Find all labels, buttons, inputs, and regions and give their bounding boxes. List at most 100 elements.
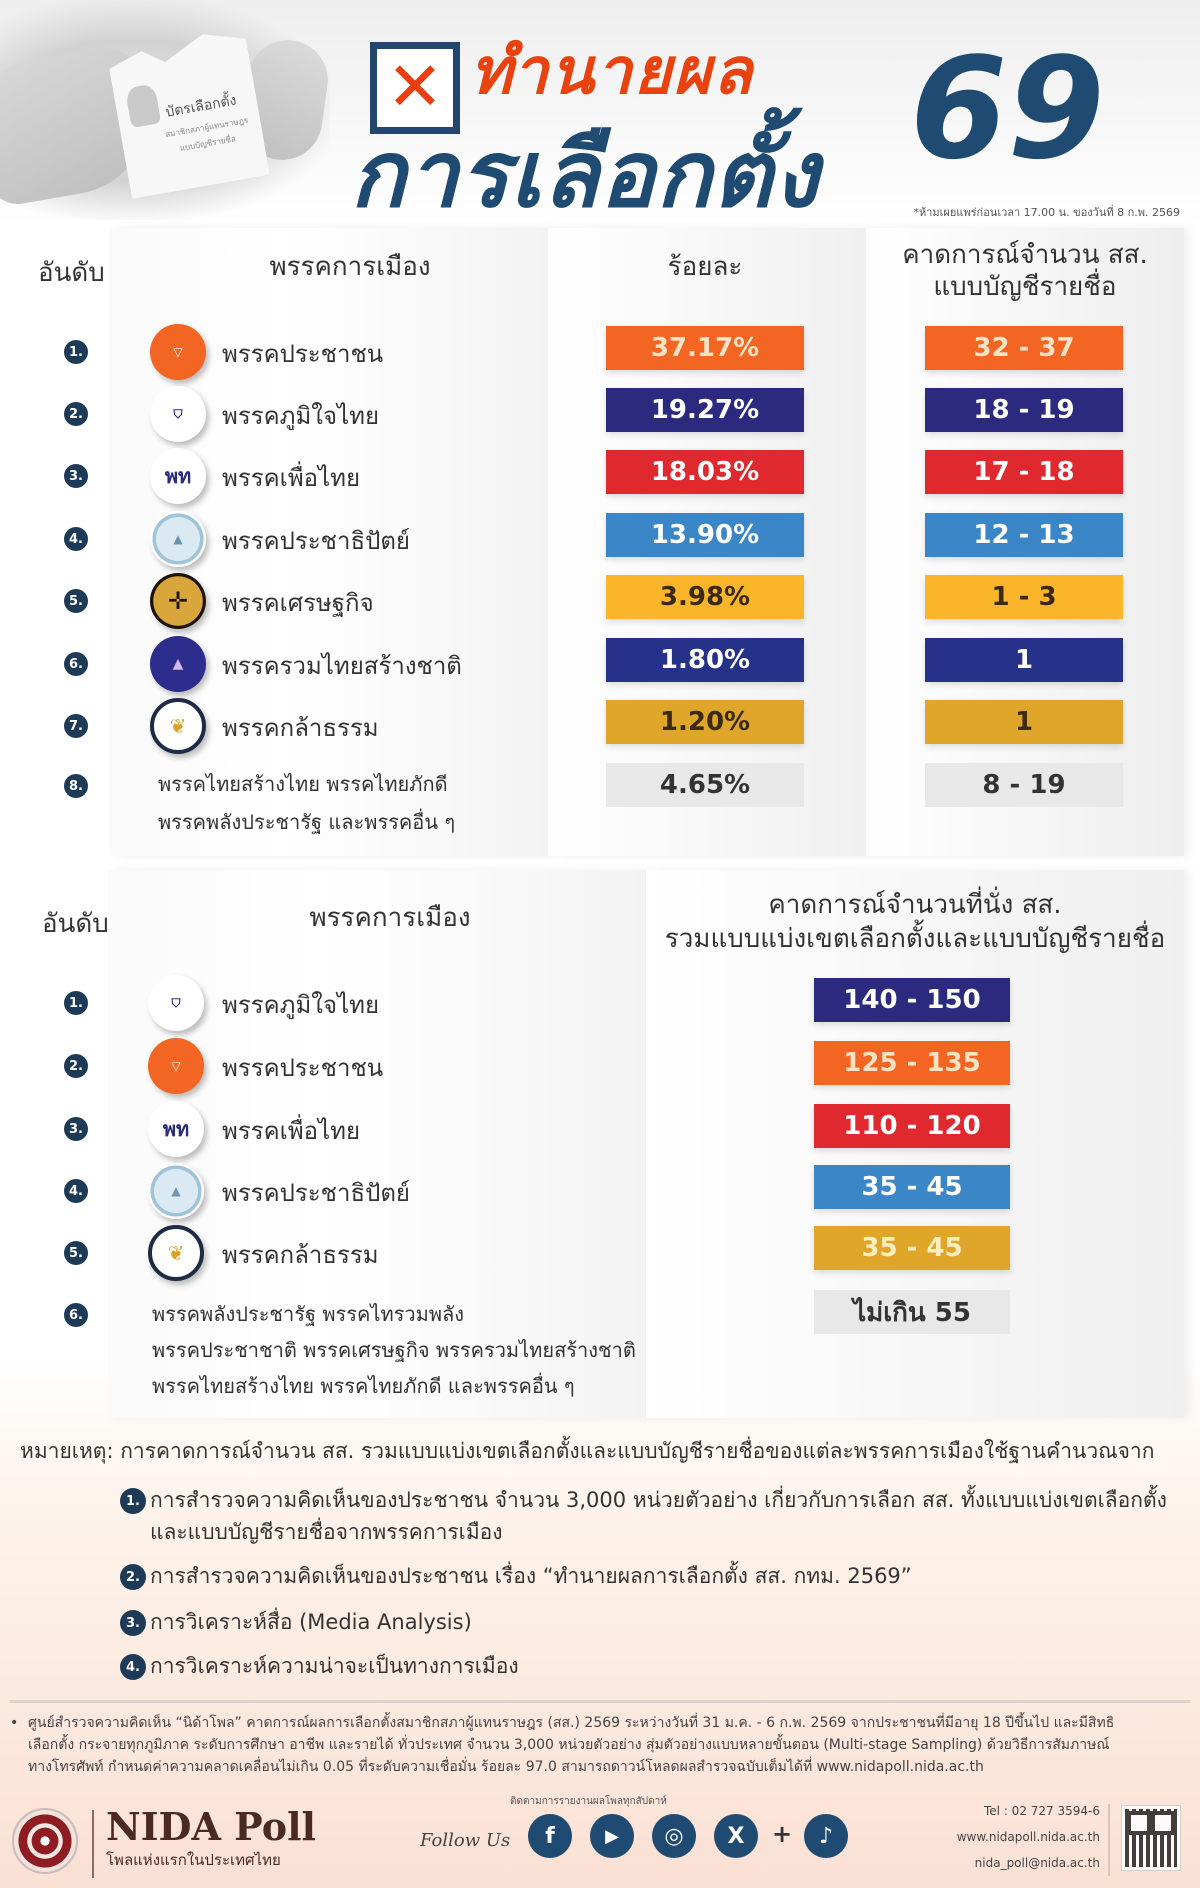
- brand-name: NIDA Poll: [106, 1804, 316, 1849]
- party-name: พรรครวมไทยสร้างชาติ: [222, 652, 462, 680]
- note-text: การสำรวจความคิดเห็นของประชาชน เรื่อง “ทำ…: [150, 1564, 912, 1588]
- rank-badge: 4.: [64, 1179, 88, 1203]
- rank-badge: 5.: [64, 589, 88, 613]
- seats-bar: 110 - 120: [814, 1104, 1010, 1148]
- note-number-badge: 4.: [120, 1654, 146, 1680]
- methodology-line: ศูนย์สำรวจความคิดเห็น “นิด้าโพล” คาดการณ…: [28, 1715, 1115, 1731]
- brand-tagline: โพลแห่งแรกในประเทศไทย: [106, 1851, 281, 1869]
- party-name: พรรคเพื่อไทย: [222, 464, 361, 492]
- seats-header-line2: แบบบัญชีรายชื่อ: [933, 272, 1117, 302]
- methodology-line: ทางโทรศัพท์ กำหนดค่าความคลาดเคลื่อนไม่เก…: [28, 1759, 984, 1775]
- phone-number: Tel : 02 727 3594-6: [984, 1804, 1100, 1818]
- note-item: 2. การสำรวจความคิดเห็นของประชาชน เรื่อง “…: [120, 1560, 912, 1593]
- ballot-paper-image: บัตรเลือกตั้ง สมาชิกสภาผู้แทนราษฎร แบบบั…: [106, 27, 270, 199]
- note-item: 1. การสำรวจความคิดเห็นของประชาชน จำนวน 3,…: [120, 1484, 1167, 1517]
- rank-badge: 7.: [64, 714, 88, 738]
- seats-bar: 17 - 18: [925, 450, 1123, 494]
- rank-badge: 4.: [64, 527, 88, 551]
- percent-bar: 13.90%: [606, 513, 804, 557]
- economic-party-logo-icon: ✛: [150, 573, 206, 629]
- follow-caption: ติดตามการรายงานผลโพลทุกสัปดาห์: [510, 1796, 667, 1807]
- rank-badge: 6.: [64, 1303, 88, 1327]
- percent-header: ร้อยละ: [667, 252, 743, 282]
- rank-badge: 8.: [64, 774, 88, 798]
- percent-bar: 18.03%: [606, 450, 804, 494]
- pheu-thai-logo-icon: พท: [148, 1101, 204, 1157]
- header: บัตรเลือกตั้ง สมาชิกสภาผู้แทนราษฎร แบบบั…: [0, 0, 1200, 228]
- seats-bar: 8 - 19: [925, 763, 1123, 807]
- x-icon[interactable]: X: [714, 1814, 758, 1858]
- kla-tham-logo-icon: ❦: [148, 1225, 204, 1281]
- plus-icon: +: [772, 1820, 793, 1848]
- ballot-illustration: บัตรเลือกตั้ง สมาชิกสภาผู้แทนราษฎร แบบบั…: [0, 0, 333, 220]
- seats-bar: 1: [925, 638, 1123, 682]
- website-link[interactable]: www.nidapoll.nida.ac.th: [956, 1830, 1100, 1844]
- seats-bar: 125 - 135: [814, 1041, 1010, 1085]
- party-header: พรรคการเมือง: [309, 903, 471, 933]
- percent-bar: 1.80%: [606, 638, 804, 682]
- rank-badge: 3.: [64, 464, 88, 488]
- other-parties-line: พรรคไทยสร้างไทย พรรคไทยภักดี: [158, 772, 448, 796]
- seats-bar: 32 - 37: [925, 326, 1123, 370]
- utn-logo-icon: ▲: [150, 636, 206, 692]
- seats-bar: 35 - 45: [814, 1226, 1010, 1270]
- note-text: การสำรวจความคิดเห็นของประชาชน จำนวน 3,00…: [150, 1488, 1167, 1512]
- kla-tham-logo-icon: ❦: [150, 698, 206, 754]
- percent-bar: 19.27%: [606, 388, 804, 432]
- rank-badge: 3.: [64, 1117, 88, 1141]
- divider: [1108, 1804, 1110, 1876]
- email-link[interactable]: nida_poll@nida.ac.th: [974, 1856, 1100, 1870]
- note-item: 3. การวิเคราะห์สื่อ (Media Analysis): [120, 1606, 472, 1639]
- seats-bar: ไม่เกิน 55: [814, 1290, 1010, 1334]
- note-number-badge: 1.: [120, 1488, 146, 1514]
- other-parties-line: พรรคพลังประชารัฐ พรรคไทรวมพลัง: [152, 1302, 465, 1326]
- rank-badge: 6.: [64, 652, 88, 676]
- rank-badge: 1.: [64, 340, 88, 364]
- people-party-logo-icon: ▽: [150, 324, 206, 380]
- garuda-crest-icon: [125, 83, 161, 128]
- page-title-line1: ทำนายผล: [470, 35, 755, 109]
- notes-heading: หมายเหตุ: การคาดการณ์จำนวน สส. รวมแบบแบ่…: [20, 1439, 1155, 1463]
- democrat-logo-icon: ▲: [150, 511, 206, 567]
- page-title-year: 69: [910, 28, 1105, 191]
- party-header: พรรคการเมือง: [269, 252, 431, 282]
- contact-info: Tel : 02 727 3594-6 www.nidapoll.nida.ac…: [957, 1798, 1100, 1876]
- x-mark-icon: ✕: [386, 48, 444, 127]
- party-name: พรรคเพื่อไทย: [222, 1117, 361, 1145]
- youtube-icon[interactable]: ▶: [590, 1814, 634, 1858]
- footer: NIDA Poll โพลแห่งแรกในประเทศไทย ติดตามกา…: [0, 1790, 1200, 1888]
- facebook-icon[interactable]: f: [528, 1814, 572, 1858]
- party-name: พรรคเศรษฐกิจ: [222, 589, 374, 617]
- rank-header: อันดับ: [42, 909, 109, 939]
- methodology-line: เลือกตั้ง กระจายทุกภูมิภาค ระดับการศึกษา…: [28, 1737, 1110, 1753]
- party-name: พรรคภูมิใจไทย: [222, 991, 380, 1019]
- page-title-line2: การเลือกตั้ง: [350, 121, 820, 228]
- party-name: พรรคภูมิใจไทย: [222, 402, 380, 430]
- other-parties-line: พรรคไทยสร้างไทย พรรคไทยภักดี และพรรคอื่น…: [152, 1374, 575, 1398]
- percent-bar: 37.17%: [606, 326, 804, 370]
- other-parties-line: พรรคพลังประชารัฐ และพรรคอื่น ๆ: [158, 810, 456, 834]
- instagram-icon[interactable]: ◎: [652, 1814, 696, 1858]
- qr-code-icon[interactable]: [1121, 1805, 1181, 1871]
- seats-bar: 1: [925, 700, 1123, 744]
- notes-section: หมายเหตุ: การคาดการณ์จำนวน สส. รวมแบบแบ่…: [20, 1435, 1180, 1468]
- note-text: การวิเคราะห์สื่อ (Media Analysis): [150, 1610, 472, 1634]
- rank-badge: 2.: [64, 1054, 88, 1078]
- note-text: การวิเคราะห์ความน่าจะเป็นทางการเมือง: [150, 1654, 519, 1678]
- tiktok-icon[interactable]: ♪: [804, 1814, 848, 1858]
- percent-bar: 1.20%: [606, 700, 804, 744]
- note-number-badge: 2.: [120, 1564, 146, 1590]
- seats-header-line1: คาดการณ์จำนวนที่นั่ง สส.: [768, 890, 1062, 920]
- nida-seal-logo: [12, 1808, 78, 1874]
- methodology-text: • ศูนย์สำรวจความคิดเห็น “นิด้าโพล” คาดกา…: [10, 1712, 1190, 1778]
- party-name: พรรคกล้าธรรม: [222, 714, 379, 742]
- percent-bar: 3.98%: [606, 575, 804, 619]
- bhumjaithai-logo-icon: ⛉: [150, 386, 206, 442]
- party-name: พรรคประชาชน: [222, 1054, 384, 1082]
- seats-header-line2: รวมแบบแบ่งเขตเลือกตั้งและแบบบัญชีรายชื่อ: [664, 924, 1166, 954]
- bhumjaithai-logo-icon: ⛉: [148, 975, 204, 1031]
- bullet-icon: •: [10, 1715, 19, 1731]
- party-name: พรรคกล้าธรรม: [222, 1241, 379, 1269]
- party-name: พรรคประชาธิปัตย์: [222, 1179, 410, 1207]
- party-name: พรรคประชาชน: [222, 340, 384, 368]
